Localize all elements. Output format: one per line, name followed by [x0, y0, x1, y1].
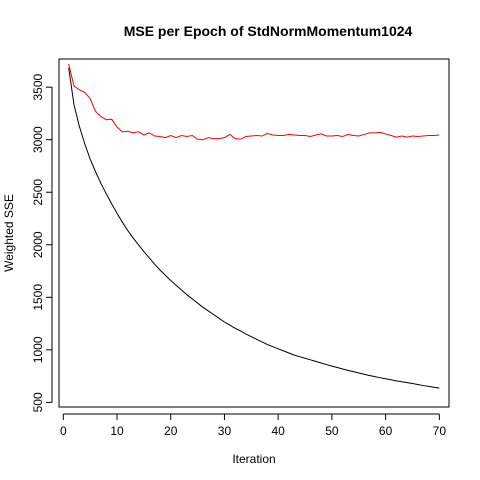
y-tick-label: 1500 — [31, 284, 45, 311]
y-tick-label: 3000 — [31, 126, 45, 153]
chart-title: MSE per Epoch of StdNormMomentum1024 — [124, 23, 413, 39]
plot-frame — [58, 58, 450, 408]
y-tick-label: 3500 — [31, 73, 45, 100]
x-tick-label: 20 — [164, 424, 178, 438]
y-tick-label: 500 — [31, 392, 45, 412]
x-axis: 0 10 20 30 40 50 60 70 — [60, 413, 447, 438]
y-tick-label: 2000 — [31, 231, 45, 258]
x-tick-label: 70 — [433, 424, 447, 438]
y-axis-label: Weighted SSE — [2, 194, 16, 272]
y-tick-label: 2500 — [31, 179, 45, 206]
x-tick-label: 60 — [379, 424, 393, 438]
series-line-1 — [68, 67, 440, 389]
series-line-2 — [68, 63, 440, 141]
y-axis: 500 1000 1500 2000 2500 3000 3500 — [31, 73, 53, 412]
x-tick-label: 50 — [325, 424, 339, 438]
x-axis-label: Iteration — [232, 452, 275, 466]
x-tick-label: 40 — [271, 424, 285, 438]
x-tick-label: 30 — [218, 424, 232, 438]
x-tick-label: 0 — [60, 424, 67, 438]
y-tick-label: 1000 — [31, 336, 45, 363]
series-group — [68, 63, 440, 389]
x-tick-label: 10 — [110, 424, 124, 438]
